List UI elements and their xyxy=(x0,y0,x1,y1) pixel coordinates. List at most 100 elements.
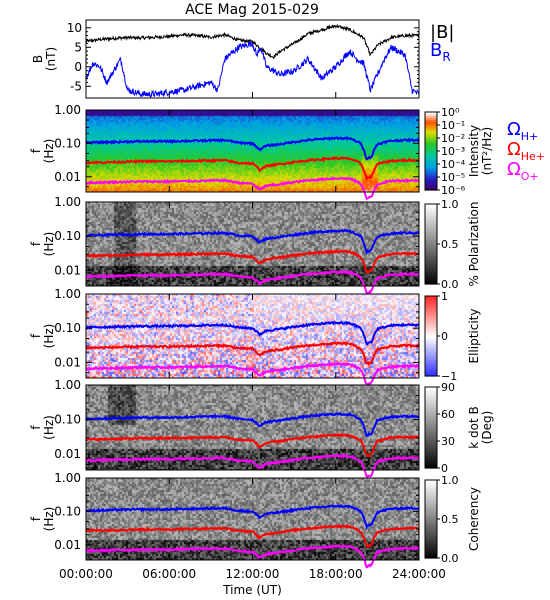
colorbar-step xyxy=(425,393,437,396)
colorbar-step xyxy=(425,298,437,301)
o-plus-gyrofrequency-line xyxy=(85,452,420,480)
colorbar-step xyxy=(425,517,437,520)
y-tick-label: 0.01 xyxy=(54,447,81,461)
colorbar-step xyxy=(425,262,437,265)
k-dot-b-panel: 1.00 0.10 0.01 f (Hz) 90 60 30 0 k dot B (Deg) xyxy=(29,378,494,480)
colorbar-step xyxy=(425,389,437,392)
colorbar-tick-label: 1 xyxy=(441,290,448,303)
colorbar-step xyxy=(425,308,437,311)
colorbar-step xyxy=(425,260,437,263)
colorbar-step xyxy=(425,431,437,435)
x-tick-label: 18:00:00 xyxy=(309,567,363,581)
colorbar-label: % Polarization xyxy=(467,202,481,287)
y-axis-label-name: f xyxy=(29,333,43,338)
colorbar-step xyxy=(425,534,437,538)
colorbar-step xyxy=(425,178,437,181)
colorbar-step xyxy=(425,447,437,451)
colorbar-step xyxy=(425,300,437,303)
colorbar-step xyxy=(425,240,437,243)
colorbar-step xyxy=(425,182,437,185)
o-plus-gyrofrequency-line xyxy=(85,176,420,201)
colorbar-step xyxy=(425,264,437,267)
colorbar-label-name: Ellipticity xyxy=(467,309,481,364)
colorbar-step xyxy=(425,419,437,423)
colorbar-step xyxy=(425,168,437,172)
colorbar-step xyxy=(425,129,437,133)
colorbar-step xyxy=(425,401,437,404)
colorbar-step xyxy=(425,352,437,355)
colorbar-step xyxy=(425,481,437,485)
spectrogram-image xyxy=(86,202,419,286)
y-tick-label: 0.10 xyxy=(54,504,81,518)
colorbar-step xyxy=(425,326,437,329)
colorbar-tick-label: 10⁻⁵ xyxy=(441,171,465,184)
colorbar-step xyxy=(425,318,437,321)
colorbar-step xyxy=(425,550,437,553)
y-tick-label: 1.00 xyxy=(54,378,81,392)
colorbar-step xyxy=(425,491,437,495)
colorbar-step xyxy=(425,520,437,524)
colorbar-label-unit: (nT²/Hz) xyxy=(480,127,494,175)
y-tick-label: -5 xyxy=(70,79,82,93)
legend-ion-1: ΩHe+ xyxy=(507,139,545,163)
colorbar-label-unit: (Deg) xyxy=(480,411,494,445)
colorbar-step xyxy=(425,530,437,534)
colorbar-step xyxy=(425,282,437,285)
colorbar-step xyxy=(425,437,437,441)
colorbar-step xyxy=(425,429,437,433)
y-tick-label: 5 xyxy=(74,40,82,54)
colorbar-step xyxy=(425,340,437,343)
y-tick-label: 1.00 xyxy=(54,471,81,485)
colorbar-label-name: k dot B xyxy=(467,406,481,448)
y-tick-label: 0.01 xyxy=(54,538,81,552)
colorbar-step xyxy=(425,218,437,221)
colorbar-step xyxy=(425,374,437,377)
he-plus-gyrofrequency-line xyxy=(85,523,420,548)
colorbar-step xyxy=(425,358,437,361)
colorbar-step xyxy=(425,334,437,337)
colorbar-step xyxy=(425,515,437,518)
y-tick-label: 0.01 xyxy=(54,170,81,184)
colorbar-step xyxy=(425,556,437,559)
colorbar-step xyxy=(425,117,437,121)
colorbar-step xyxy=(425,330,437,333)
o-plus-gyrofrequency-line xyxy=(85,544,420,569)
colorbar-tick-label: 1.0 xyxy=(441,198,459,211)
colorbar-step xyxy=(425,397,437,400)
ellipticity-panel: 1.00 0.10 0.01 f (Hz) 1 0 −1 Ellipticity xyxy=(29,287,481,386)
colorbar-step xyxy=(425,312,437,315)
colorbar-step xyxy=(425,210,437,213)
colorbar-step xyxy=(425,137,437,140)
y-tick-label: 0.01 xyxy=(54,263,81,277)
colorbar-step xyxy=(425,493,437,497)
polarization-panel: 1.00 0.10 0.01 f (Hz) 1.0 0.5 0.0 % Polarization xyxy=(29,195,481,296)
colorbar-step xyxy=(425,176,437,179)
y-tick-label: 0 xyxy=(74,60,82,74)
colorbar-label-name: % Polarization xyxy=(467,202,481,287)
colorbar-step xyxy=(425,188,437,191)
colorbar-label-name: Intensity xyxy=(467,125,481,177)
colorbar-step xyxy=(425,258,437,261)
colorbar-step xyxy=(425,180,437,183)
colorbar-step xyxy=(425,123,437,127)
colorbar-step xyxy=(425,216,437,219)
colorbar-step xyxy=(425,405,437,408)
colorbar-step xyxy=(425,266,437,269)
y-tick-label: 1.00 xyxy=(54,195,81,209)
colorbar-step xyxy=(425,131,437,135)
colorbar-step xyxy=(425,528,437,532)
colorbar-step xyxy=(425,483,437,487)
y-axis-label-name: B xyxy=(31,55,45,63)
y-tick-label: 1.00 xyxy=(54,287,81,301)
colorbar-step xyxy=(425,542,437,545)
o-plus-gyrofrequency-line xyxy=(85,269,420,296)
colorbar-step xyxy=(425,248,437,251)
o-plus-gyrofrequency-line xyxy=(85,361,420,386)
colorbar-frame xyxy=(424,386,438,469)
y-tick-label: 1.00 xyxy=(54,103,81,117)
colorbar-step xyxy=(425,368,437,371)
y-tick-label: 0.10 xyxy=(54,229,81,243)
colorbar-step xyxy=(425,250,437,253)
colorbar-step xyxy=(425,156,437,160)
y-tick-label: 0.10 xyxy=(54,413,81,427)
